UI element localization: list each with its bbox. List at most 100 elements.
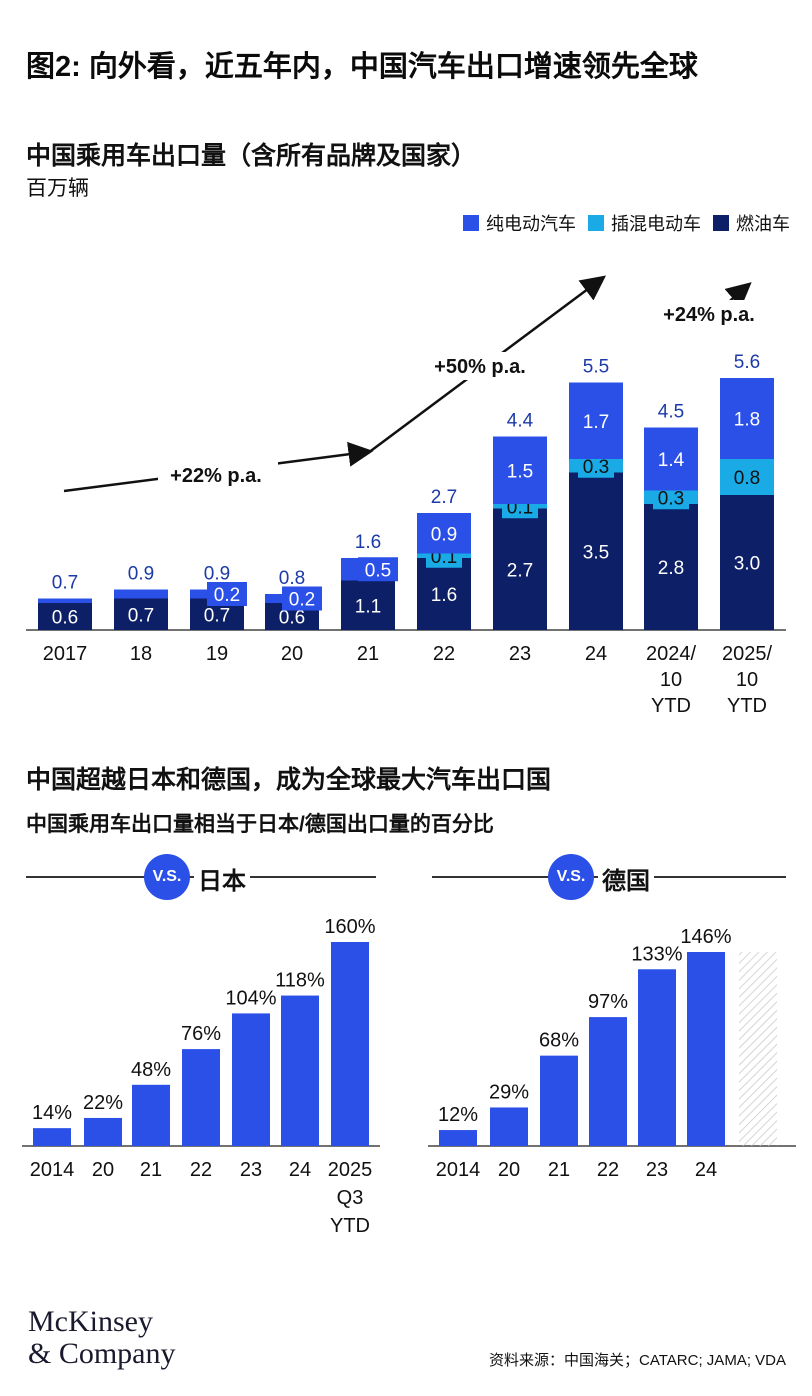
bar-ice [569,472,623,630]
comparison-bar [281,995,319,1146]
comparison-value-label: 104% [225,987,276,1009]
legend-swatch-ice [713,215,729,231]
x-tick-label: 24 [585,643,607,665]
vs-germany-header: V.S. 德国 [432,854,786,900]
bar-label-bev: 1.8 [734,410,760,431]
x-tick-label: 22 [433,643,455,665]
bar-label-ice: 0.7 [204,605,230,626]
bar-label-ice: 2.7 [507,560,533,581]
x-tick-label: 2017 [43,643,88,665]
x-tick-label: 2025/10 YTD [722,643,772,717]
vs-japan-badge: V.S. [144,854,190,900]
bar-ice [644,504,698,630]
growth-label-bg-3 [650,300,770,328]
bar-label-bev: 1.7 [583,412,609,433]
vs-germany-badge: V.S. [548,854,594,900]
comparison-x-label: 23 [646,1159,668,1181]
bar-label-phev: 0.3 [658,488,684,509]
comparison-x-label: 22 [597,1159,619,1181]
comparison-value-label: 68% [539,1030,579,1052]
bar-label-phev: 0.8 [734,468,760,489]
section2-title: 中国超越日本和德国，成为全球最大汽车出口国 [26,766,552,794]
comparison-bar [540,1055,578,1146]
comparison-x-label: 2025 Q3 YTD [328,1159,373,1237]
vs-japan-label: 日本 [194,861,250,896]
bar-label-bev: 1.5 [507,461,533,482]
source-note: 资料来源：中国海关；CATARC; JAMA; VDA [489,1352,786,1369]
legend-item-bev: 纯电动汽车 [463,210,576,236]
bar-total-label: 4.5 [658,402,684,423]
bar-bev [493,436,547,504]
bar-total-label: 5.6 [734,352,760,373]
logo-line1: McKinsey [28,1305,153,1338]
x-tick-label: 21 [357,643,379,665]
bar-ice [341,580,395,630]
comparison-value-label: 12% [438,1104,478,1126]
comparison-value-label: 14% [32,1102,72,1124]
germany-comparison-chart: 12% 2014 29% 20 68% 21 97% 22 133% 23 146% 24 [428,926,796,1181]
bar-label-ice: 3.0 [734,554,760,575]
bar-bev [720,378,774,459]
comparison-x-label: 21 [140,1159,162,1181]
bar-label-bev: 1.4 [658,450,685,471]
comparison-bar-placeholder [739,952,777,1146]
comparison-x-label: 2014 [30,1159,75,1181]
comparison-x-label: 20 [498,1159,520,1181]
growth-label-2: +50% p.a. [434,356,526,378]
x-tick-label: 20 [281,643,303,665]
comparison-bar [33,1128,71,1146]
comparison-value-label: 76% [181,1023,221,1045]
comparison-bar [232,1013,270,1146]
comparison-value-label: 97% [588,991,628,1013]
comparison-x-label: 24 [289,1159,311,1181]
bar-total-label: 2.7 [431,487,457,508]
comparison-value-label: 160% [324,916,375,938]
bar-label-ice: 1.6 [431,585,457,606]
comparison-x-label: 21 [548,1159,570,1181]
chart-legend: 纯电动汽车 插混电动车 燃油车 [410,210,790,236]
bar-label-ice: 3.5 [583,542,609,563]
comparison-bar [687,952,725,1146]
bar-label-ice: 2.8 [658,558,684,579]
vs-japan-header: V.S. 日本 [26,854,376,900]
bar-label-bev: 0.9 [431,524,457,545]
bar-label-box-bev [282,586,322,611]
bar-ice [417,558,471,630]
legend-item-phev: 插混电动车 [588,210,701,236]
bar-label-bev: 0.5 [365,560,391,581]
comparison-bar [84,1117,122,1146]
comparison-value-label: 133% [631,943,682,965]
bar-total-label: 1.6 [355,532,381,553]
bar-label-ice: 0.6 [52,608,78,629]
bar-ice [493,508,547,630]
bar-bev [38,598,92,603]
comparison-x-label: 2014 [436,1159,481,1181]
chart-unit-label: 百万辆 [26,177,89,200]
comparison-x-label: 24 [695,1159,717,1181]
bar-label-box-bev [358,557,398,582]
legend-swatch-bev [463,215,479,231]
bar-total-label: 4.4 [507,411,534,432]
bar-ice [720,495,774,630]
bar-total-label: 5.5 [583,357,609,378]
bar-total-label: 0.7 [52,573,78,594]
legend-label-bev: 纯电动汽车 [486,214,576,234]
x-tick-label: 2024/10 YTD [646,643,696,717]
logo-line2: & Company [28,1337,176,1370]
comparison-value-label: 22% [83,1092,123,1114]
comparison-bar [132,1084,170,1146]
bar-label-phev: 0.3 [583,457,609,478]
x-tick-label: 18 [130,643,152,665]
comparison-value-label: 29% [489,1081,529,1103]
bar-total-label: 0.8 [279,568,305,589]
vs-germany-label: 德国 [598,861,654,896]
bar-bev [569,382,623,459]
bar-label-bev: 0.2 [214,585,240,606]
bar-phev [720,459,774,495]
comparison-bar [589,1017,627,1146]
growth-label-bg-2 [420,352,540,380]
bar-bev [417,513,471,554]
bar-label-ice: 0.6 [279,608,305,629]
bar-label-box-bev [207,582,247,606]
comparison-bar [490,1107,528,1146]
